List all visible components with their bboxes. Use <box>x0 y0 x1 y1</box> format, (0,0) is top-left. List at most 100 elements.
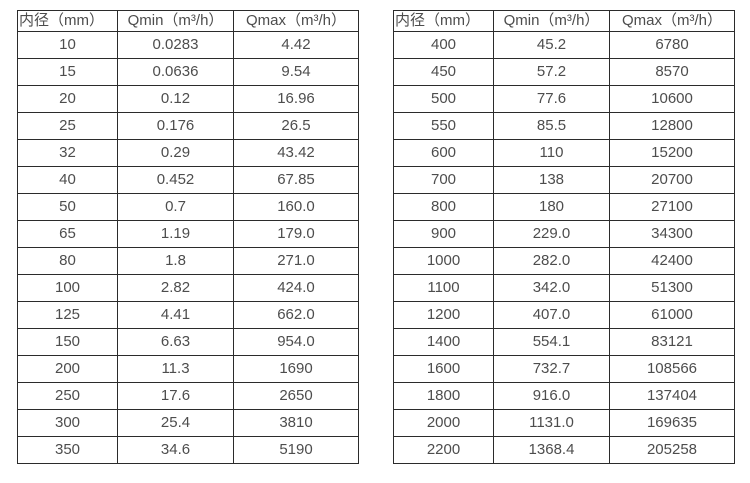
column-header: Qmax（m³/h） <box>609 10 735 32</box>
table-cell: 43.42 <box>233 139 359 167</box>
column-header: Qmax（m³/h） <box>233 10 359 32</box>
table-cell: 10 <box>17 31 118 59</box>
table-cell: 77.6 <box>493 85 610 113</box>
table-cell: 1690 <box>233 355 359 383</box>
table-cell: 229.0 <box>493 220 610 248</box>
table-cell: 4.42 <box>233 31 359 59</box>
table-cell: 180 <box>493 193 610 221</box>
table-cell: 0.7 <box>117 193 234 221</box>
table-cell: 1400 <box>393 328 494 356</box>
table-row: 25 0.176 26.5 <box>17 112 359 140</box>
table-cell: 15 <box>17 58 118 86</box>
table-cell: 42400 <box>609 247 735 275</box>
table-cell: 125 <box>17 301 118 329</box>
table-row: 2200 1368.4 205258 <box>393 436 735 464</box>
table-cell: 1200 <box>393 301 494 329</box>
table-cell: 25 <box>17 112 118 140</box>
table-cell: 45.2 <box>493 31 610 59</box>
table-cell: 271.0 <box>233 247 359 275</box>
flow-range-table-small-diameter: 内径（mm） Qmin（m³/h） Qmax（m³/h） 10 0.0283 4.42 1… <box>17 10 359 464</box>
table-row: 300 25.4 3810 <box>17 409 359 437</box>
table-cell: 61000 <box>609 301 735 329</box>
table-cell: 83121 <box>609 328 735 356</box>
table-cell: 15200 <box>609 139 735 167</box>
table-row: 150 6.63 954.0 <box>17 328 359 356</box>
table-cell: 16.96 <box>233 85 359 113</box>
table-cell: 450 <box>393 58 494 86</box>
table-row: 400 45.2 6780 <box>393 31 735 59</box>
table-cell: 11.3 <box>117 355 234 383</box>
table-cell: 1100 <box>393 274 494 302</box>
table-cell: 12800 <box>609 112 735 140</box>
header-row: 内径（mm） Qmin（m³/h） Qmax（m³/h） <box>17 10 359 32</box>
table-cell: 350 <box>17 436 118 464</box>
table-cell: 27100 <box>609 193 735 221</box>
table-cell: 65 <box>17 220 118 248</box>
table-cell: 110 <box>493 139 610 167</box>
table-cell: 600 <box>393 139 494 167</box>
table-cell: 0.12 <box>117 85 234 113</box>
table-cell: 400 <box>393 31 494 59</box>
table-row: 15 0.0636 9.54 <box>17 58 359 86</box>
table-cell: 85.5 <box>493 112 610 140</box>
table-cell: 282.0 <box>493 247 610 275</box>
table-cell: 108566 <box>609 355 735 383</box>
table-cell: 900 <box>393 220 494 248</box>
table-cell: 160.0 <box>233 193 359 221</box>
table-cell: 250 <box>17 382 118 410</box>
table-cell: 6.63 <box>117 328 234 356</box>
table-cell: 8570 <box>609 58 735 86</box>
table-cell: 67.85 <box>233 166 359 194</box>
table-cell: 424.0 <box>233 274 359 302</box>
table-cell: 40 <box>17 166 118 194</box>
table-row: 32 0.29 43.42 <box>17 139 359 167</box>
table-cell: 20 <box>17 85 118 113</box>
table-cell: 179.0 <box>233 220 359 248</box>
table-cell: 1.8 <box>117 247 234 275</box>
table-cell: 20700 <box>609 166 735 194</box>
table-row: 1100 342.0 51300 <box>393 274 735 302</box>
table-row: 1800 916.0 137404 <box>393 382 735 410</box>
column-header: Qmin（m³/h） <box>117 10 234 32</box>
table-cell: 2.82 <box>117 274 234 302</box>
table-row: 80 1.8 271.0 <box>17 247 359 275</box>
table-row: 800 180 27100 <box>393 193 735 221</box>
table-cell: 6780 <box>609 31 735 59</box>
table-row: 2000 1131.0 169635 <box>393 409 735 437</box>
table-cell: 50 <box>17 193 118 221</box>
table-cell: 150 <box>17 328 118 356</box>
table-cell: 200 <box>17 355 118 383</box>
table-cell: 2200 <box>393 436 494 464</box>
table-cell: 1600 <box>393 355 494 383</box>
table-cell: 0.0283 <box>117 31 234 59</box>
table-cell: 1131.0 <box>493 409 610 437</box>
table-cell: 554.1 <box>493 328 610 356</box>
column-header: 内径（mm） <box>17 10 118 32</box>
table-row: 700 138 20700 <box>393 166 735 194</box>
table-row: 200 11.3 1690 <box>17 355 359 383</box>
column-header: 内径（mm） <box>393 10 494 32</box>
table-row: 600 110 15200 <box>393 139 735 167</box>
table-row: 500 77.6 10600 <box>393 85 735 113</box>
table-cell: 0.0636 <box>117 58 234 86</box>
column-header: Qmin（m³/h） <box>493 10 610 32</box>
table-cell: 1368.4 <box>493 436 610 464</box>
table-cell: 700 <box>393 166 494 194</box>
table-cell: 5190 <box>233 436 359 464</box>
table-row: 1600 732.7 108566 <box>393 355 735 383</box>
table-cell: 34300 <box>609 220 735 248</box>
table-cell: 3810 <box>233 409 359 437</box>
table-row: 1000 282.0 42400 <box>393 247 735 275</box>
table-cell: 25.4 <box>117 409 234 437</box>
table-cell: 2650 <box>233 382 359 410</box>
table-cell: 0.176 <box>117 112 234 140</box>
table-row: 1400 554.1 83121 <box>393 328 735 356</box>
table-cell: 732.7 <box>493 355 610 383</box>
table-cell: 916.0 <box>493 382 610 410</box>
table-cell: 500 <box>393 85 494 113</box>
table-row: 350 34.6 5190 <box>17 436 359 464</box>
table-row: 125 4.41 662.0 <box>17 301 359 329</box>
table-cell: 100 <box>17 274 118 302</box>
table-cell: 1000 <box>393 247 494 275</box>
